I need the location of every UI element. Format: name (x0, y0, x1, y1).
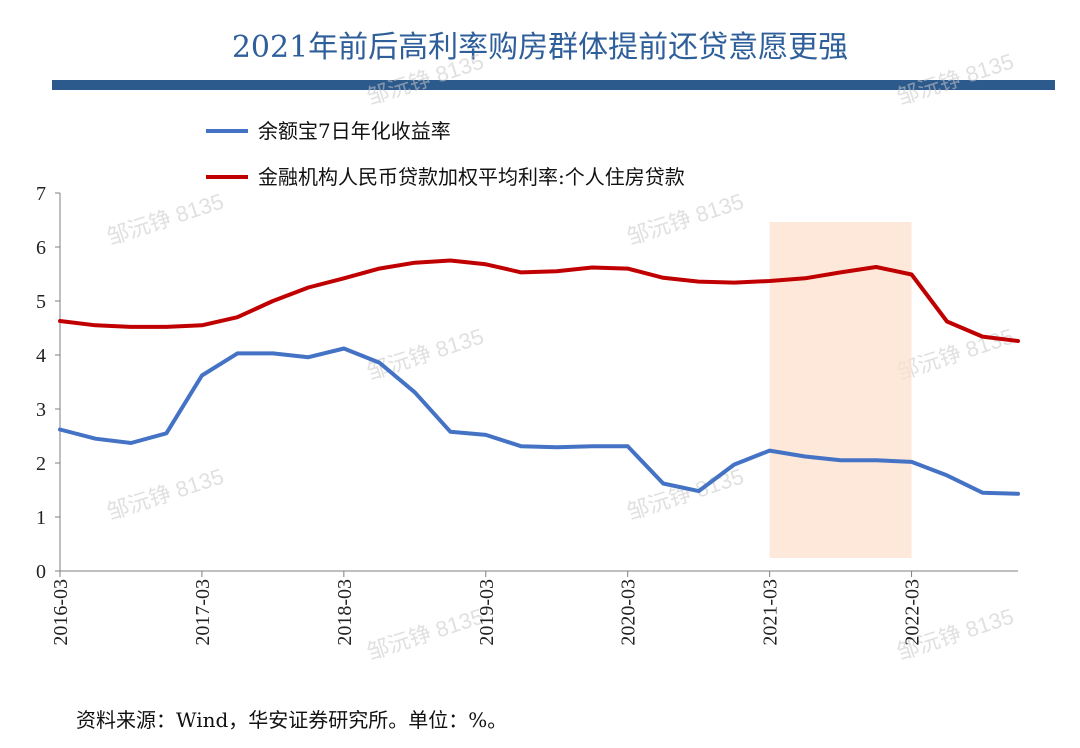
watermark-text: 邹沅铮 8135 (624, 464, 747, 525)
watermark-text: 邹沅铮 8135 (624, 189, 747, 250)
y-tick-label: 3 (36, 399, 46, 421)
legend-label-1: 余额宝7日年化收益率 (258, 119, 451, 143)
watermark-text: 邹沅铮 8135 (894, 49, 1017, 110)
title-underline-bar (52, 80, 1055, 90)
series-line-2 (58, 258, 1020, 343)
watermark-text: 邹沅铮 8135 (364, 324, 487, 385)
x-tick-label: 2017-03 (192, 579, 214, 646)
axes: 0 1 2 3 4 5 6 7 2016-03 2017-03 2018-03 2019-03 2020… (36, 183, 1018, 646)
chart-title: 2021年前后高利率购房群体提前还贷意愿更强 (231, 30, 849, 65)
watermark-text: 邹沅铮 8135 (104, 464, 227, 525)
y-tick-label: 5 (36, 291, 46, 313)
series-line-1 (58, 346, 1020, 496)
source-note: 资料来源：Wind，华安证券研究所。单位：%。 (76, 708, 508, 732)
x-tick-label: 2022-03 (902, 579, 924, 646)
x-tick-label: 2019-03 (476, 579, 498, 646)
watermark-text: 邹沅铮 8135 (894, 324, 1017, 385)
x-tick-label: 2016-03 (50, 579, 72, 646)
watermark-text: 邹沅铮 8135 (364, 604, 487, 665)
y-tick-label: 7 (36, 183, 46, 205)
y-tick-label: 2 (36, 453, 46, 475)
x-tick-label: 2018-03 (334, 579, 356, 646)
y-tick-label: 4 (36, 345, 46, 367)
x-tick-label: 2021-03 (760, 579, 782, 646)
y-tick-label: 1 (36, 507, 46, 529)
watermark-text: 邹沅铮 8135 (104, 189, 227, 250)
x-tick-label: 2020-03 (618, 579, 640, 646)
legend-label-2: 金融机构人民币贷款加权平均利率:个人住房贷款 (258, 165, 685, 189)
series-lines (58, 258, 1020, 496)
y-tick-label: 0 (36, 561, 46, 583)
watermark-text: 邹沅铮 8135 (364, 49, 487, 110)
y-tick-label: 6 (36, 237, 46, 259)
